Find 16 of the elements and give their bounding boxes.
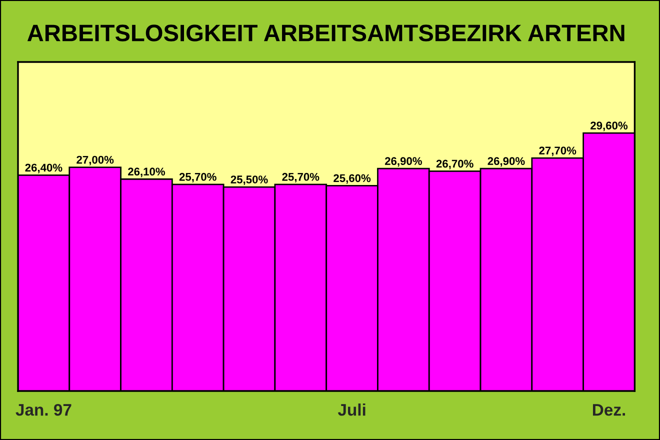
data-label: 26,10% <box>128 168 166 178</box>
data-label: 25,50% <box>230 176 268 186</box>
x-tick-label: Juli <box>338 404 366 416</box>
data-label: 25,70% <box>282 172 320 182</box>
data-label: 27,00% <box>76 156 114 166</box>
x-tick-label: Dez. <box>592 404 625 416</box>
data-label: 25,70% <box>179 172 216 182</box>
data-label: 26,90% <box>384 157 422 167</box>
x-tick-label: Jan. 97 <box>16 404 72 416</box>
chart-title: ARBEITSLOSIGKEIT ARBEITSAMTSBEZIRK ARTERN <box>27 24 624 42</box>
data-label: 25,60% <box>334 174 371 184</box>
data-label: 26,90% <box>488 157 525 167</box>
data-label: 27,70% <box>539 146 576 156</box>
data-label: 29,60% <box>590 122 628 132</box>
data-label: 26,40% <box>25 164 62 174</box>
data-label: 26,70% <box>436 160 474 170</box>
